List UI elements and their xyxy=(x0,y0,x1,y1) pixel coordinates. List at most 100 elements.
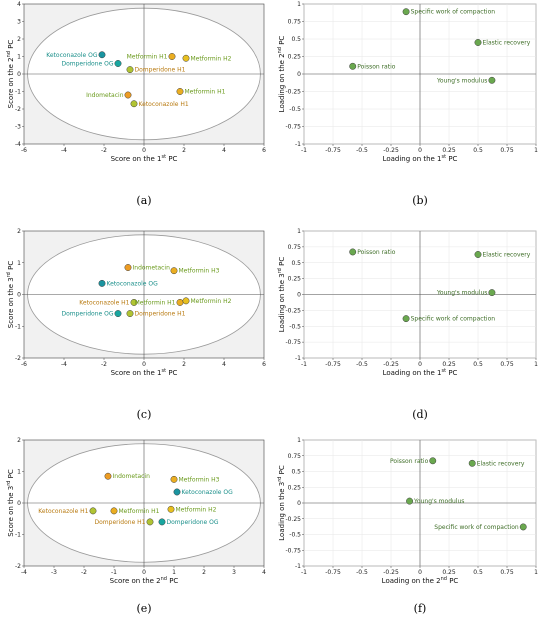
x-tick-label: 0.25 xyxy=(442,361,456,368)
x-tick-label: 2 xyxy=(182,147,186,154)
y-axis-label: Loading on the 3rd PC xyxy=(277,465,286,541)
x-tick-label: 2 xyxy=(202,569,206,576)
point-label: Young's modulus xyxy=(413,498,464,505)
data-point xyxy=(126,310,134,317)
y-tick-label: -1 xyxy=(15,89,21,96)
y-axis-label: Score on the 3rd PC xyxy=(6,261,15,329)
y-tick-label: -1 xyxy=(295,563,301,570)
y-tick-label: -0.25 xyxy=(285,89,301,96)
point-label: Poisson ratio xyxy=(357,63,396,70)
x-tick-label: 0.5 xyxy=(473,569,483,576)
y-tick-label: 0 xyxy=(17,292,21,299)
point-label: Domperidone OG xyxy=(61,311,113,318)
x-tick-label: -0.25 xyxy=(383,569,399,576)
y-tick-label: 0.5 xyxy=(291,260,301,267)
point-label: Ketoconazole H1 xyxy=(139,101,189,108)
y-tick-label: -0.25 xyxy=(285,516,301,523)
y-tick-label: -4 xyxy=(15,141,21,148)
x-tick-label: 3 xyxy=(232,569,236,576)
panel-d: -1 -0.75 -0.5 -0.25 0 0.25 0.5 0.75 1 -1 -0.75 -0.5… xyxy=(277,228,538,421)
data-point xyxy=(168,53,176,60)
y-tick-label: -1 xyxy=(295,355,301,362)
x-tick-label: 2 xyxy=(182,361,186,368)
x-tick-label: 6 xyxy=(262,361,266,368)
point-label: Specific work of compaction xyxy=(411,9,496,16)
point-label: Poisson ratio xyxy=(390,458,429,465)
panel-c: -6 -4 -2 0 2 4 6 -2 -1 0 1 2 Score on the 1st PC Scor… xyxy=(6,228,266,421)
point-label: Indometacin xyxy=(86,92,124,99)
data-point xyxy=(124,264,132,271)
x-tick-label: 4 xyxy=(222,361,226,368)
point-label: Elastic recovery xyxy=(477,460,525,467)
y-tick-label: -0.5 xyxy=(289,106,301,113)
data-point xyxy=(182,297,190,305)
data-point xyxy=(349,248,357,256)
data-point xyxy=(146,518,154,526)
y-tick-label: -2 xyxy=(15,106,21,113)
x-tick-label: -1 xyxy=(111,569,117,576)
data-point xyxy=(173,488,181,496)
x-tick-label: 1 xyxy=(534,569,538,576)
x-tick-label: -1 xyxy=(301,147,307,154)
data-point xyxy=(488,76,496,84)
y-tick-label: 0.75 xyxy=(288,244,302,251)
y-tick-label: 0.25 xyxy=(288,484,302,491)
x-tick-label: 0.75 xyxy=(500,569,514,576)
x-tick-label: -0.5 xyxy=(356,147,368,154)
y-axis-label: Loading on the 3rd PC xyxy=(277,257,286,333)
y-tick-label: 0.5 xyxy=(291,36,301,43)
x-tick-label: 0.75 xyxy=(500,361,514,368)
point-label: Elastic recovery xyxy=(483,40,531,47)
data-point xyxy=(176,88,184,95)
y-tick-label: 4 xyxy=(17,1,21,8)
panel-label: (c) xyxy=(137,408,152,421)
x-tick-label: 0.5 xyxy=(473,147,483,154)
point-label: Metformin H2 xyxy=(176,506,217,513)
y-tick-label: -1 xyxy=(15,532,21,539)
point-label: Elastic recovery xyxy=(483,251,531,258)
x-axis-label: Score on the 1st PC xyxy=(111,368,178,377)
point-label: Domperidone H1 xyxy=(95,519,146,526)
y-tick-label: -1 xyxy=(295,141,301,148)
y-tick-label: -0.75 xyxy=(285,547,301,554)
x-tick-label: 0 xyxy=(142,569,146,576)
x-tick-label: 0 xyxy=(418,147,422,154)
data-point xyxy=(114,310,122,317)
y-axis-label: Score on the 2nd PC xyxy=(6,40,15,109)
data-point xyxy=(474,251,482,258)
point-label: Metformin H2 xyxy=(191,298,232,305)
data-point xyxy=(126,66,134,74)
x-axis-label: Loading on the 1st PC xyxy=(383,154,458,163)
x-tick-label: -4 xyxy=(61,361,67,368)
y-tick-label: 2 xyxy=(17,437,21,444)
x-tick-label: 0 xyxy=(418,361,422,368)
y-tick-label: 0 xyxy=(17,500,21,507)
data-point xyxy=(130,298,138,306)
point-label: Ketoconazole H1 xyxy=(38,508,88,515)
point-label: Specific work of compaction xyxy=(411,316,496,323)
y-tick-label: -0.5 xyxy=(289,323,301,330)
point-label: Metformin H2 xyxy=(191,55,232,62)
point-label: Poisson ratio xyxy=(357,249,396,256)
x-tick-label: -6 xyxy=(21,361,27,368)
point-label: Indometacin xyxy=(113,473,151,480)
y-tick-label: -3 xyxy=(15,124,21,131)
x-tick-label: -0.75 xyxy=(325,569,341,576)
y-tick-label: 1 xyxy=(297,228,301,235)
x-tick-label: -2 xyxy=(101,147,107,154)
point-label: Ketoconazole OG xyxy=(46,52,98,59)
point-label: Indometacin xyxy=(133,265,171,272)
x-tick-label: -2 xyxy=(101,361,107,368)
data-point xyxy=(130,100,138,108)
y-tick-label: 1 xyxy=(17,260,21,267)
panel-b: -1 -0.75 -0.5 -0.25 0 0.25 0.5 0.75 1 -1 -0.75 -0.5… xyxy=(277,1,538,207)
x-tick-label: -0.75 xyxy=(325,147,341,154)
point-label: Metformin H1 xyxy=(135,299,176,306)
y-tick-label: -1 xyxy=(15,323,21,330)
point-label: Metformin H3 xyxy=(179,476,220,483)
y-axis-label: Score on the 3rd PC xyxy=(6,469,15,537)
y-tick-label: 0.75 xyxy=(288,19,302,26)
y-tick-label: 0.25 xyxy=(288,276,302,283)
